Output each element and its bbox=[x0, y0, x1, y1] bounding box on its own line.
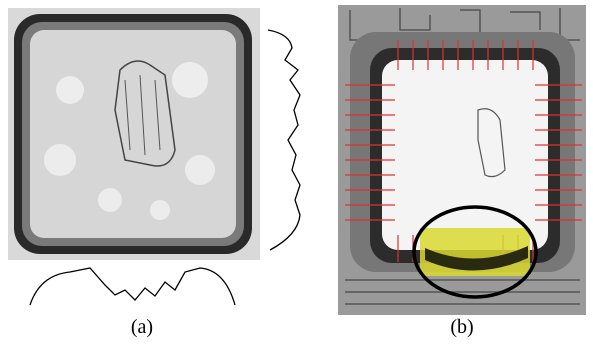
page: (a) (b) (() => { const data = JSON.parse… bbox=[0, 0, 593, 345]
panel-b-image bbox=[338, 5, 586, 315]
vertical-profile bbox=[268, 30, 300, 250]
panel-label: (b) bbox=[450, 316, 473, 338]
panel-label: (a) bbox=[131, 316, 153, 338]
panel-a-image bbox=[8, 8, 260, 260]
figure: (a) (b) bbox=[0, 0, 593, 345]
horizontal-profile bbox=[30, 268, 235, 305]
